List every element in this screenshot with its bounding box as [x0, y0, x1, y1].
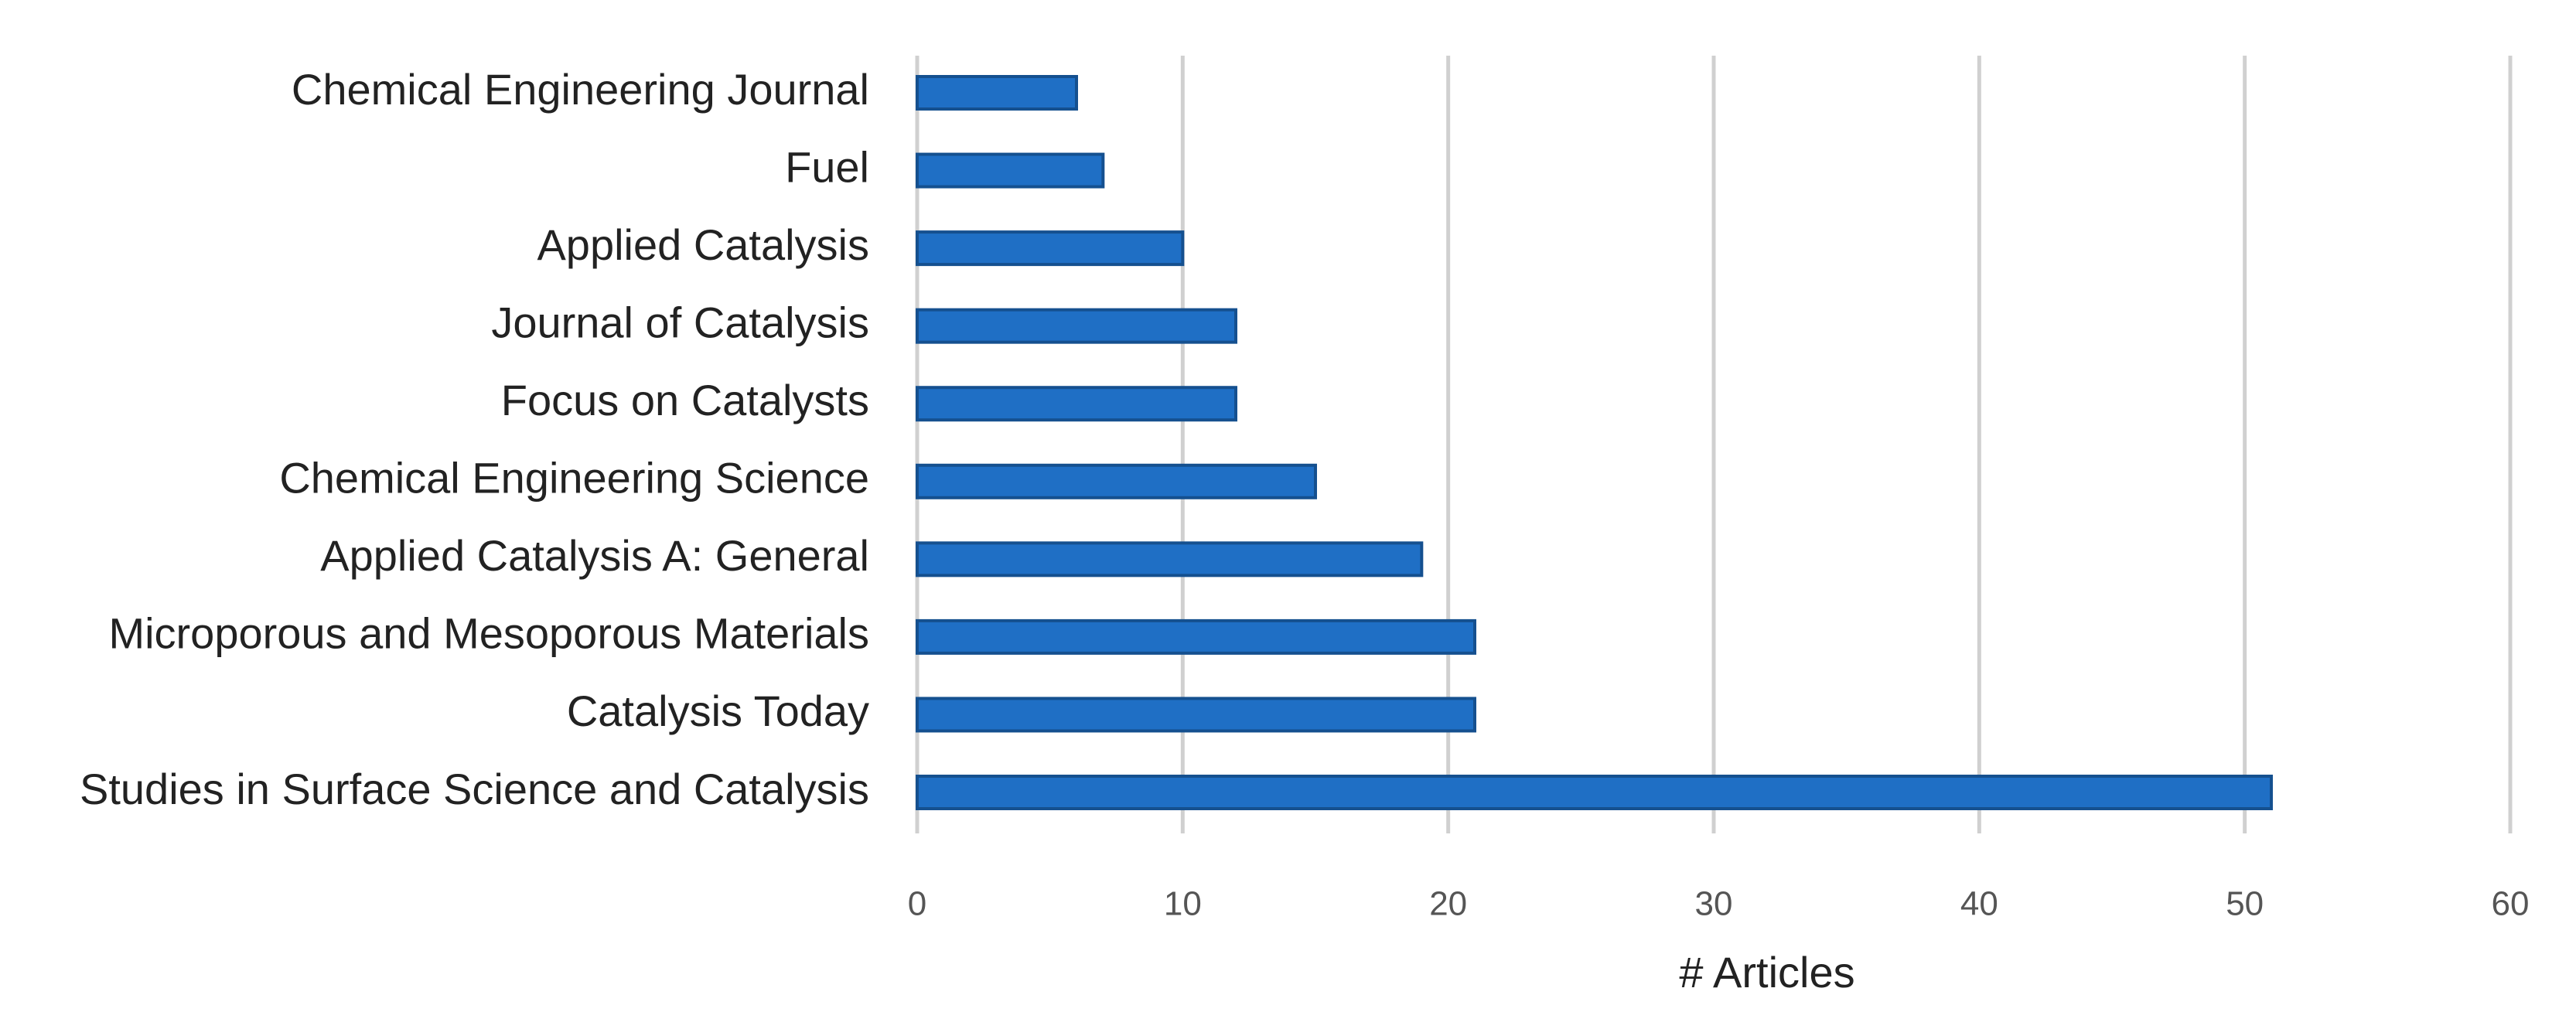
y-tick-label: Catalysis Today — [567, 687, 869, 735]
bar — [916, 541, 1424, 578]
y-tick-label: Fuel — [785, 142, 869, 191]
x-tick-label: 10 — [1164, 885, 1202, 923]
y-tick-label: Chemical Engineering Journal — [292, 65, 869, 114]
bar — [916, 463, 1317, 499]
y-tick-label: Studies in Surface Science and Catalysis — [80, 765, 869, 813]
bar — [916, 775, 2273, 810]
bar — [916, 697, 1476, 733]
x-tick-label: 20 — [1429, 885, 1467, 923]
y-tick-label: Microporous and Mesoporous Materials — [108, 609, 869, 658]
x-tick-label: 40 — [1960, 885, 1998, 923]
x-tick-label: 60 — [2492, 885, 2530, 923]
bar — [916, 75, 1078, 111]
y-tick-label: Journal of Catalysis — [491, 298, 869, 346]
bar — [916, 230, 1185, 267]
bar — [916, 386, 1237, 422]
y-tick-label: Applied Catalysis — [537, 220, 869, 269]
y-tick-label: Chemical Engineering Science — [279, 454, 869, 503]
x-tick-label: 0 — [908, 885, 926, 923]
bar — [916, 152, 1105, 189]
y-tick-label: Applied Catalysis A: General — [320, 531, 869, 580]
x-tick-label: 30 — [1695, 885, 1733, 923]
y-tick-label: Focus on Catalysts — [501, 376, 869, 424]
bar — [916, 618, 1476, 655]
x-tick-label: 50 — [2226, 885, 2264, 923]
bar — [916, 308, 1237, 344]
x-axis-title: # Articles — [1679, 948, 1854, 997]
